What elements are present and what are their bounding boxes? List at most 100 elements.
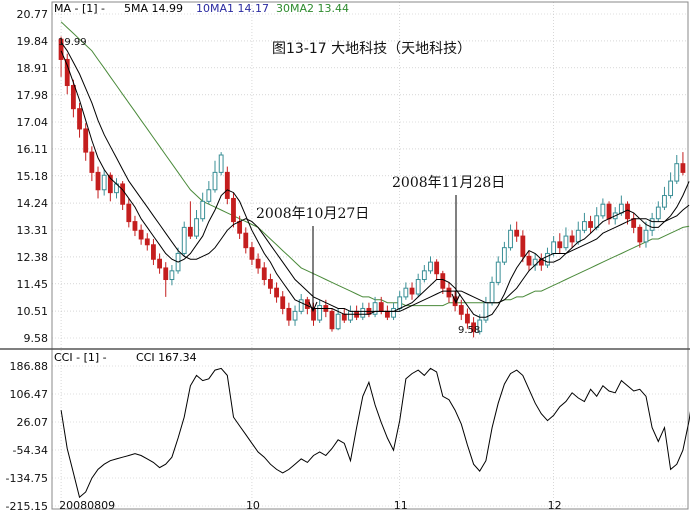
candle bbox=[231, 192, 236, 228]
candle bbox=[643, 221, 649, 248]
candle bbox=[120, 181, 126, 211]
price-tick-label: 11.45 bbox=[17, 278, 49, 291]
candle-body bbox=[231, 197, 236, 223]
candle bbox=[538, 253, 544, 271]
candle bbox=[421, 265, 427, 283]
candle bbox=[274, 282, 279, 303]
ma30-line bbox=[60, 21, 690, 307]
cci-tick-label: 106.47 bbox=[10, 388, 49, 401]
candle-body bbox=[163, 267, 169, 281]
candle-body bbox=[335, 313, 341, 330]
candle bbox=[668, 172, 674, 199]
candle-body bbox=[563, 235, 569, 249]
candle-body bbox=[514, 229, 520, 237]
candle bbox=[268, 273, 273, 294]
candle-body bbox=[428, 261, 433, 272]
candle bbox=[662, 186, 667, 211]
candle bbox=[483, 296, 489, 323]
candle-body bbox=[138, 229, 144, 240]
candle bbox=[77, 102, 82, 138]
candle bbox=[126, 198, 132, 228]
cci-legend-label: CCI - [1] - bbox=[54, 351, 107, 364]
candle bbox=[329, 308, 335, 332]
candle-body bbox=[643, 229, 649, 243]
outer-frame bbox=[51, 1, 689, 510]
price-axis-ticks: 20.77 19.84 18.91 17.98 17.04 16.11 15.18 14.24… bbox=[17, 8, 49, 345]
candle bbox=[569, 230, 575, 248]
candle-body bbox=[261, 267, 267, 281]
candle-body bbox=[329, 310, 335, 330]
candle bbox=[403, 282, 409, 300]
candle-body bbox=[655, 206, 661, 220]
price-legend-ma-label: MA - [1] - bbox=[54, 2, 105, 15]
candle-body bbox=[618, 203, 624, 214]
price-tick-label: 16.11 bbox=[17, 143, 49, 156]
candle bbox=[440, 270, 446, 294]
candle-body bbox=[187, 226, 193, 237]
candle-body bbox=[526, 255, 532, 266]
candle-body bbox=[298, 299, 304, 312]
candle bbox=[428, 256, 433, 274]
candle-body bbox=[378, 302, 384, 312]
candle bbox=[107, 172, 113, 202]
x-tick-label: 12 bbox=[548, 499, 562, 511]
price-tick-label: 20.77 bbox=[17, 8, 49, 21]
price-tick-label: 12.38 bbox=[17, 251, 49, 264]
candle-body bbox=[631, 218, 637, 228]
candle-body bbox=[132, 221, 138, 231]
candle bbox=[187, 201, 193, 239]
candle bbox=[465, 308, 470, 329]
candle bbox=[471, 317, 476, 338]
candle-body bbox=[212, 171, 218, 191]
x-tick-label: 11 bbox=[394, 499, 408, 511]
candle bbox=[625, 201, 630, 225]
candle bbox=[83, 123, 89, 161]
candle bbox=[169, 265, 175, 286]
candle bbox=[489, 276, 495, 306]
candle-body bbox=[434, 261, 440, 275]
candle-body bbox=[625, 203, 630, 220]
candle-body bbox=[58, 38, 64, 60]
price-legend-ma10: 10MA1 14.17 bbox=[196, 2, 269, 15]
candle bbox=[243, 227, 249, 254]
candle bbox=[366, 302, 372, 318]
candle-body bbox=[89, 151, 95, 173]
candle bbox=[526, 250, 532, 271]
price-tick-label: 19.84 bbox=[17, 35, 49, 48]
candle bbox=[206, 181, 212, 205]
candle-body bbox=[508, 229, 513, 249]
candle bbox=[255, 253, 261, 274]
price-tick-label: 10.51 bbox=[17, 305, 49, 318]
candle-body bbox=[268, 279, 273, 289]
candle bbox=[89, 146, 95, 182]
candle-body bbox=[274, 287, 279, 298]
candle bbox=[138, 224, 144, 245]
price-legend: MA - [1] - 5MA 14.99 10MA1 14.17 30MA2 1… bbox=[54, 2, 349, 15]
candle bbox=[181, 221, 187, 257]
candle-body bbox=[495, 261, 501, 283]
candle-body bbox=[588, 221, 593, 228]
candle bbox=[335, 308, 341, 331]
candle-body bbox=[304, 299, 310, 309]
candle bbox=[114, 178, 119, 199]
candle bbox=[132, 215, 138, 237]
candle-body bbox=[292, 310, 298, 321]
candle bbox=[58, 36, 64, 77]
candle bbox=[508, 224, 513, 251]
candle bbox=[532, 253, 538, 271]
candle-body bbox=[674, 163, 680, 182]
price-tick-label: 17.98 bbox=[17, 89, 49, 102]
candle-body bbox=[255, 258, 261, 269]
candle-body bbox=[409, 287, 415, 295]
candle-body bbox=[317, 305, 323, 321]
candle bbox=[637, 224, 643, 248]
candle bbox=[606, 201, 612, 225]
cci-tick-label: -215.15 bbox=[6, 500, 48, 511]
candle bbox=[70, 79, 76, 118]
candle-body bbox=[421, 270, 427, 281]
candle-body bbox=[569, 235, 575, 243]
candle bbox=[409, 282, 415, 300]
candle-body bbox=[249, 247, 255, 260]
annotation-oct27: 2008年10月27日 bbox=[256, 206, 369, 313]
